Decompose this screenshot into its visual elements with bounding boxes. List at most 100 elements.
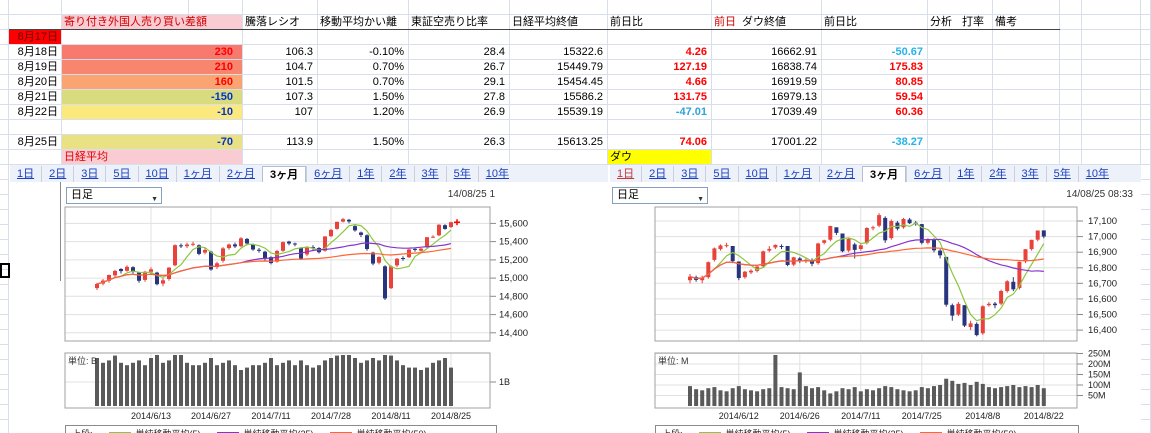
- sheet-cell[interactable]: 17001.22: [712, 135, 822, 150]
- sheet-cell[interactable]: 131.75: [608, 90, 712, 105]
- sheet-cell[interactable]: 210: [62, 60, 243, 75]
- sheet-cell[interactable]: 74.06: [608, 135, 712, 150]
- chart-range-tab[interactable]: 1日: [610, 166, 641, 182]
- sheet-cell[interactable]: 15322.6: [510, 45, 608, 60]
- sheet-cell[interactable]: 106.3: [243, 45, 318, 60]
- chart-range-tab[interactable]: 5年: [445, 165, 478, 182]
- sheet-cell[interactable]: [318, 150, 409, 165]
- chart-range-tab[interactable]: 5年: [1045, 165, 1078, 182]
- sheet-cell[interactable]: [993, 0, 1060, 15]
- sheet-cell[interactable]: 日経平均終値: [510, 15, 608, 30]
- sheet-cell[interactable]: [0, 135, 9, 150]
- sheet-cell[interactable]: 15586.2: [510, 90, 608, 105]
- chart-range-tab[interactable]: 2ヶ月: [218, 165, 262, 182]
- sheet-cell[interactable]: [0, 0, 9, 15]
- sheet-cell[interactable]: 備考: [993, 15, 1060, 30]
- sheet-cell[interactable]: [0, 75, 9, 90]
- chart-range-tab[interactable]: 6ヶ月: [906, 165, 949, 182]
- sheet-cell[interactable]: 寄り付き外国人売り買い差額: [62, 15, 243, 30]
- sheet-cell[interactable]: [822, 30, 928, 45]
- sheet-cell[interactable]: -10: [62, 105, 243, 120]
- chart-range-tab[interactable]: 6ヶ月: [306, 165, 349, 182]
- sheet-cell[interactable]: [712, 0, 822, 15]
- sheet-cell[interactable]: [993, 60, 1060, 75]
- sheet-cell[interactable]: [928, 90, 993, 105]
- sheet-cell[interactable]: -38.27: [822, 135, 928, 150]
- sheet-cell[interactable]: 230: [62, 45, 243, 60]
- sheet-cell[interactable]: 29.1: [409, 75, 510, 90]
- chart-range-tab[interactable]: 3日: [673, 165, 705, 182]
- sheet-cell[interactable]: [822, 120, 928, 135]
- sheet-cell[interactable]: 移動平均かい離: [318, 15, 409, 30]
- sheet-cell[interactable]: 27.8: [409, 90, 510, 105]
- sheet-cell[interactable]: 8月17日: [9, 30, 62, 45]
- sheet-cell[interactable]: [928, 105, 993, 120]
- chart-range-tab[interactable]: 10年: [1077, 165, 1116, 182]
- sheet-cell[interactable]: [510, 150, 608, 165]
- chart-range-tab[interactable]: 2年: [981, 165, 1013, 182]
- sheet-cell[interactable]: [62, 0, 243, 15]
- chart-range-tab[interactable]: 3ヶ月: [862, 165, 907, 182]
- sheet-cell[interactable]: 8月20日: [9, 75, 62, 90]
- sheet-cell[interactable]: [0, 15, 9, 30]
- chart-range-tab[interactable]: 2年: [381, 165, 413, 182]
- sheet-cell[interactable]: 1.50%: [318, 135, 409, 150]
- chart-range-tab[interactable]: 10日: [737, 165, 776, 182]
- sheet-cell[interactable]: [510, 0, 608, 15]
- chart-range-tab[interactable]: 5日: [105, 165, 137, 182]
- chart-type-select[interactable]: 日足 ▼: [66, 187, 162, 204]
- sheet-cell[interactable]: 17039.49: [712, 105, 822, 120]
- sheet-cell[interactable]: [243, 120, 318, 135]
- sheet-cell[interactable]: 1.20%: [318, 105, 409, 120]
- sheet-cell[interactable]: [0, 105, 9, 120]
- sheet-cell[interactable]: [9, 120, 62, 135]
- chart-range-tab[interactable]: 5日: [705, 165, 737, 182]
- sheet-cell[interactable]: [409, 30, 510, 45]
- sheet-cell[interactable]: 8月25日: [9, 135, 62, 150]
- sheet-cell[interactable]: 80.85: [822, 75, 928, 90]
- sheet-cell[interactable]: [608, 120, 712, 135]
- sheet-cell[interactable]: 前日 ダウ終値: [712, 15, 822, 30]
- sheet-cell[interactable]: [928, 150, 993, 165]
- sheet-cell[interactable]: [243, 30, 318, 45]
- active-cell-indicator[interactable]: [0, 263, 10, 278]
- sheet-cell[interactable]: 8月22日: [9, 105, 62, 120]
- sheet-cell[interactable]: [928, 120, 993, 135]
- sheet-cell[interactable]: 107: [243, 105, 318, 120]
- chart-range-tab[interactable]: 3年: [413, 165, 446, 182]
- sheet-cell[interactable]: [928, 45, 993, 60]
- sheet-cell[interactable]: 分析 打率: [928, 15, 993, 30]
- sheet-cell[interactable]: [243, 0, 318, 15]
- sheet-cell[interactable]: -0.10%: [318, 45, 409, 60]
- sheet-cell[interactable]: [409, 120, 510, 135]
- sheet-cell[interactable]: 26.3: [409, 135, 510, 150]
- sheet-cell[interactable]: [0, 150, 9, 165]
- sheet-cell[interactable]: [9, 0, 62, 15]
- sheet-cell[interactable]: [9, 150, 62, 165]
- chart-range-tab[interactable]: 3日: [73, 165, 105, 182]
- sheet-cell[interactable]: [318, 120, 409, 135]
- sheet-cell[interactable]: [62, 120, 243, 135]
- sheet-cell[interactable]: 4.26: [608, 45, 712, 60]
- sheet-cell[interactable]: 107.3: [243, 90, 318, 105]
- sheet-cell[interactable]: 0.70%: [318, 60, 409, 75]
- sheet-cell[interactable]: 騰落レシオ: [243, 15, 318, 30]
- chart-range-tab[interactable]: 3ヶ月: [262, 165, 307, 182]
- sheet-cell[interactable]: [993, 150, 1060, 165]
- sheet-cell[interactable]: [0, 120, 9, 135]
- sheet-cell[interactable]: [993, 120, 1060, 135]
- chart-type-select[interactable]: 日足 ▼: [612, 187, 708, 204]
- sheet-cell[interactable]: [608, 0, 712, 15]
- sheet-cell[interactable]: [510, 30, 608, 45]
- sheet-cell[interactable]: [510, 120, 608, 135]
- sheet-cell[interactable]: 26.7: [409, 60, 510, 75]
- sheet-cell[interactable]: [243, 150, 318, 165]
- sheet-cell[interactable]: 16838.74: [712, 60, 822, 75]
- sheet-cell[interactable]: [993, 30, 1060, 45]
- chart-range-tab[interactable]: 3年: [1013, 165, 1046, 182]
- sheet-cell[interactable]: 東証空売り比率: [409, 15, 510, 30]
- sheet-cell[interactable]: [993, 105, 1060, 120]
- sheet-cell[interactable]: 15454.45: [510, 75, 608, 90]
- sheet-cell[interactable]: -47.01: [608, 105, 712, 120]
- sheet-cell[interactable]: 28.4: [409, 45, 510, 60]
